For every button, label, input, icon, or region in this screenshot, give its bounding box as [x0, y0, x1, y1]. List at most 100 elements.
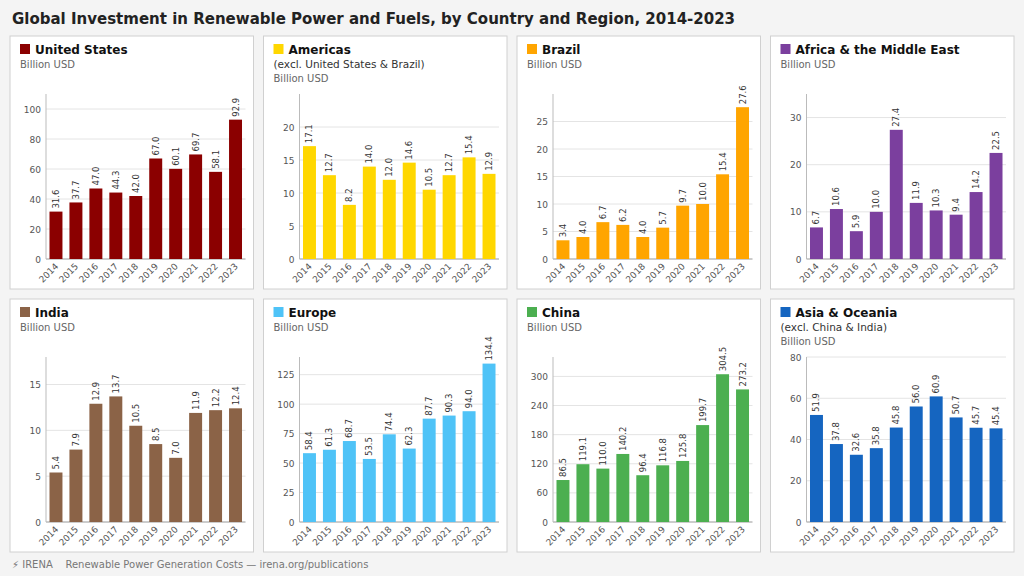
- x-tick-label: 2014: [291, 524, 314, 547]
- bar: [443, 416, 456, 522]
- x-tick-label: 2020: [410, 261, 433, 284]
- x-tick-label: 2023: [217, 524, 240, 547]
- bars: [49, 396, 242, 522]
- bar: [383, 434, 396, 522]
- x-tick-label: 2015: [818, 261, 841, 284]
- data-label: 134.4: [484, 336, 494, 360]
- chart-panel: United StatesBillion USD02040608010031.6…: [10, 36, 254, 289]
- bar: [930, 210, 943, 259]
- chart-title: Brazil: [542, 43, 580, 57]
- x-tick-label: 2019: [644, 524, 667, 547]
- bars: [303, 146, 496, 259]
- y-axis-line: [553, 357, 554, 522]
- data-label: 74.4: [384, 412, 394, 431]
- bar: [716, 374, 729, 522]
- y-axis-line: [806, 357, 807, 522]
- y-tick-label: 0: [289, 255, 295, 265]
- data-label: 125.8: [678, 434, 688, 458]
- bar: [910, 203, 923, 259]
- data-label: 273.2: [738, 362, 748, 386]
- y-axis-line: [46, 357, 47, 522]
- color-key: [527, 44, 537, 54]
- data-label: 12.2: [211, 388, 221, 407]
- y-tick-label: 40: [30, 195, 42, 205]
- chart-subtitle: Billion USD: [527, 59, 582, 70]
- x-tick-label: 2023: [217, 261, 240, 284]
- bar: [676, 461, 689, 522]
- y-tick-label: 0: [35, 255, 41, 265]
- y-tick-label: 20: [30, 225, 42, 235]
- data-label: 5.7: [658, 211, 668, 225]
- x-tick-label: 2021: [937, 261, 960, 284]
- data-label: 68.7: [344, 419, 354, 438]
- data-label: 110.0: [598, 441, 608, 465]
- x-tick-label: 2023: [470, 524, 493, 547]
- color-key: [274, 307, 284, 317]
- bars: [556, 374, 749, 522]
- chart-subtitle: Billion USD: [20, 59, 75, 70]
- x-tick-label: 2014: [798, 524, 821, 547]
- bar: [49, 212, 62, 259]
- bar: [556, 240, 569, 259]
- y-tick-label: 30: [790, 113, 802, 123]
- bar: [890, 130, 903, 259]
- data-label: 50.7: [951, 395, 961, 414]
- data-label: 14.6: [404, 141, 414, 160]
- y-tick-label: 0: [542, 518, 548, 528]
- data-label: 86.5: [558, 458, 568, 477]
- x-tick-label: 2018: [117, 261, 140, 284]
- x-tick-label: 2014: [291, 261, 314, 284]
- y-tick-label: 0: [289, 518, 295, 528]
- x-tick-label: 2019: [897, 261, 920, 284]
- y-tick-label: 15: [537, 172, 548, 182]
- data-label: 60.1: [171, 147, 181, 166]
- grid-line: [46, 109, 246, 110]
- data-label: 11.9: [191, 391, 201, 410]
- bar: [109, 396, 122, 522]
- x-tick-label: 2015: [818, 524, 841, 547]
- panel-box: [264, 36, 508, 289]
- x-tick-label: 2019: [644, 261, 667, 284]
- bar: [209, 172, 222, 259]
- bar: [303, 146, 316, 259]
- bar: [830, 444, 843, 522]
- x-tick-label: 2019: [390, 524, 413, 547]
- chart-title-note: (excl. China & India): [781, 321, 888, 333]
- data-label: 12.7: [444, 153, 454, 172]
- bars: [49, 120, 242, 259]
- data-label: 199.7: [698, 398, 708, 422]
- x-tick-label: 2020: [410, 524, 433, 547]
- x-tick-label: 2016: [77, 261, 100, 284]
- y-tick-label: 60: [30, 165, 42, 175]
- panel-box: [517, 36, 761, 289]
- data-label: 3.4: [558, 224, 568, 238]
- y-tick-label: 80: [30, 135, 42, 145]
- data-label: 9.7: [678, 189, 688, 203]
- data-label: 7.9: [71, 433, 81, 447]
- data-label: 304.5: [718, 347, 728, 371]
- x-tick-label: 2015: [564, 524, 587, 547]
- x-tick-label: 2018: [370, 261, 393, 284]
- x-tick-label: 2020: [917, 261, 940, 284]
- y-tick-label: 0: [35, 518, 41, 528]
- x-tick-label: 2021: [177, 524, 200, 547]
- data-label: 67.0: [151, 137, 161, 156]
- bar: [556, 480, 569, 522]
- x-tick-label: 2018: [370, 524, 393, 547]
- bar: [189, 413, 202, 522]
- y-tick-label: 20: [537, 145, 549, 155]
- chart-panel: Africa & the Middle EastBillion USD01020…: [771, 36, 1015, 289]
- x-tick-label: 2021: [937, 524, 960, 547]
- y-axis-line: [299, 94, 300, 259]
- x-tick-label: 2020: [917, 524, 940, 547]
- chart-subtitle: Billion USD: [781, 336, 836, 347]
- y-tick-label: 10: [30, 426, 42, 436]
- bar: [363, 167, 376, 259]
- x-tick-label: 2020: [664, 261, 687, 284]
- chart-panel: BrazilBillion USD05101520253.44.06.76.24…: [517, 36, 761, 289]
- bar: [990, 428, 1003, 522]
- data-label: 5.9: [851, 215, 861, 229]
- x-tick-label: 2022: [197, 261, 220, 284]
- data-label: 8.2: [344, 188, 354, 202]
- x-tick-label: 2022: [957, 524, 980, 547]
